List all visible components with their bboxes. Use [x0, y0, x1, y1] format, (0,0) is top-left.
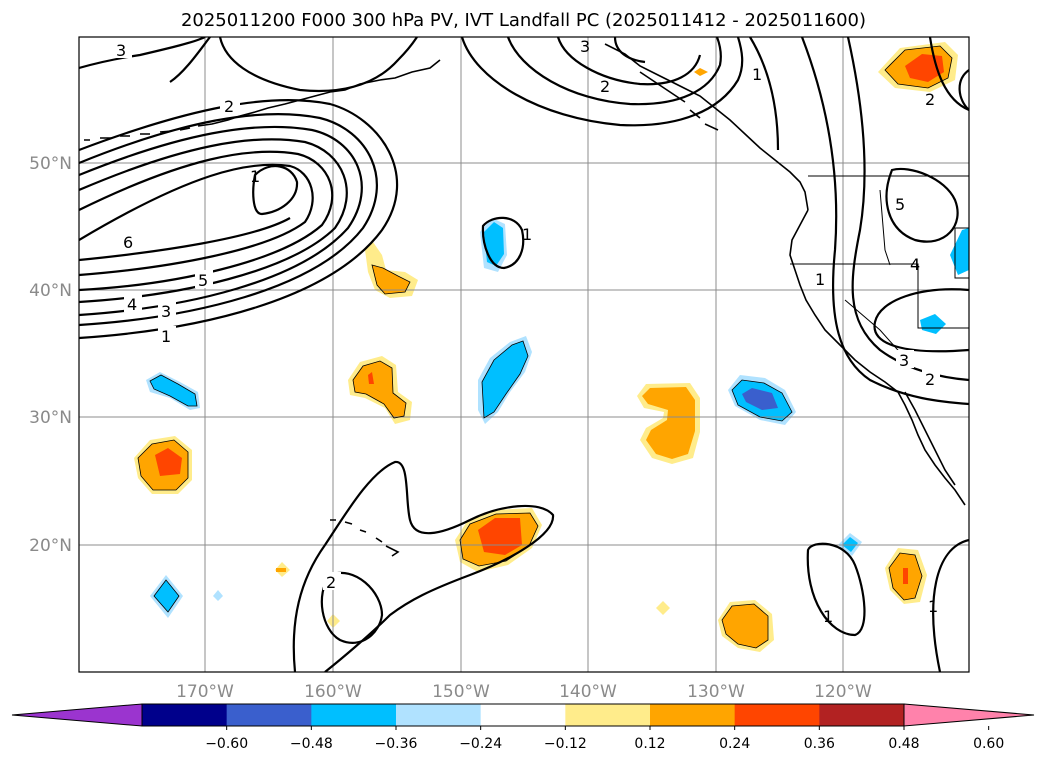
- contour-label: 2: [925, 370, 935, 389]
- patch-positive-3: [134, 436, 192, 494]
- lat-labels: 50°N 40°N 30°N 20°N: [29, 154, 72, 556]
- lat-label: 20°N: [29, 536, 72, 556]
- lon-label: 160°W: [304, 682, 362, 702]
- contour-label: 2: [600, 77, 610, 96]
- colorbar-segment: [396, 704, 482, 726]
- contour-label: 1: [815, 270, 825, 289]
- contour-label: 3: [116, 41, 126, 60]
- colorbar-tick-label: −0.24: [459, 736, 502, 752]
- map-title: 2025011200 F000 300 hPa PV, IVT Landfall…: [180, 10, 867, 31]
- contour-labels: 3 2 2 1 6 5 4 3 1 1 3 2 1 5 4: [112, 37, 940, 626]
- lon-label: 150°W: [432, 682, 490, 702]
- patch-positive-small-4: [276, 568, 286, 572]
- lon-label: 120°W: [814, 682, 872, 702]
- patch-negative-2: [478, 336, 532, 424]
- lat-label: 40°N: [29, 281, 72, 301]
- patch-positive-5: [455, 508, 542, 572]
- patch-negative-ca: [920, 314, 946, 334]
- contour-label: 2: [326, 573, 336, 592]
- colorbar-tick-label: −0.36: [375, 736, 418, 752]
- contour-label: 3: [580, 37, 590, 56]
- map-frame: [78, 36, 970, 673]
- contour-label: 2: [224, 97, 234, 116]
- patch-positive-7: [885, 548, 927, 604]
- colorbar-frame: [141, 703, 905, 727]
- patch-outlines: [137, 45, 953, 649]
- lon-label: 140°W: [559, 682, 617, 702]
- colorbar-segment: [565, 704, 651, 726]
- contour-label: 3: [161, 302, 171, 321]
- lat-label: 50°N: [29, 154, 72, 174]
- lon-label: 170°W: [176, 682, 234, 702]
- colorbar-tick-label: −0.12: [544, 736, 587, 752]
- contour-label: 2: [925, 90, 935, 109]
- contour-label: 1: [161, 327, 171, 346]
- contour-label: 1: [522, 225, 532, 244]
- map-content: 3 2 2 1 6 5 4 3 1 1 3 2 1 5 4: [79, 37, 969, 672]
- contour-label: 5: [198, 271, 208, 290]
- colorbar: −0.60 −0.48 −0.36 −0.24 −0.12 0.12 0.24 0.36 0.4…: [11, 703, 1035, 752]
- patch-negative-3: [146, 372, 200, 410]
- contour-label: 4: [910, 255, 920, 274]
- shaded-patches: [134, 42, 969, 652]
- patch-positive-4: [637, 383, 700, 464]
- colorbar-segment: [311, 704, 397, 726]
- contour-label: 1: [752, 65, 762, 84]
- colorbar-segment: [819, 704, 905, 726]
- lon-labels: 170°W 160°W 150°W 140°W 130°W 120°W: [176, 682, 872, 702]
- patch-positive-1: [365, 242, 418, 298]
- colorbar-segment: [226, 704, 312, 726]
- contour-label: 1: [823, 607, 833, 626]
- colorbar-segment: [650, 704, 736, 726]
- contour-label: 6: [123, 233, 133, 252]
- patch-negative-small-1: [213, 590, 223, 601]
- contour-label: 5: [895, 195, 905, 214]
- colorbar-segment: [734, 704, 820, 726]
- coastlines: [84, 43, 966, 557]
- colorbar-tick-label: 0.24: [719, 736, 750, 752]
- colorbar-extend-low: [11, 703, 143, 727]
- colorbar-segment: [480, 704, 566, 726]
- colorbar-tick-label: 0.60: [973, 736, 1004, 752]
- lat-label: 30°N: [29, 408, 72, 428]
- colorbar-extend-high: [903, 703, 1035, 727]
- contour-label: 1: [250, 167, 260, 186]
- colorbar-segment: [142, 704, 228, 726]
- gridlines: [79, 37, 969, 672]
- colorbar-tick-label: −0.48: [290, 736, 333, 752]
- patch-positive-small-3: [656, 601, 670, 615]
- colorbar-tick-label: 0.36: [804, 736, 835, 752]
- contour-label: 3: [899, 351, 909, 370]
- contour-label: 4: [127, 295, 137, 314]
- colorbar-tick-label: 0.48: [888, 736, 919, 752]
- lon-label: 130°W: [687, 682, 745, 702]
- colorbar-tick-label: −0.60: [205, 736, 248, 752]
- colorbar-tick-label: 0.12: [634, 736, 665, 752]
- patch-positive-2: [348, 356, 412, 424]
- patch-positive-small-5: [694, 68, 708, 76]
- contour-label: 1: [928, 597, 938, 616]
